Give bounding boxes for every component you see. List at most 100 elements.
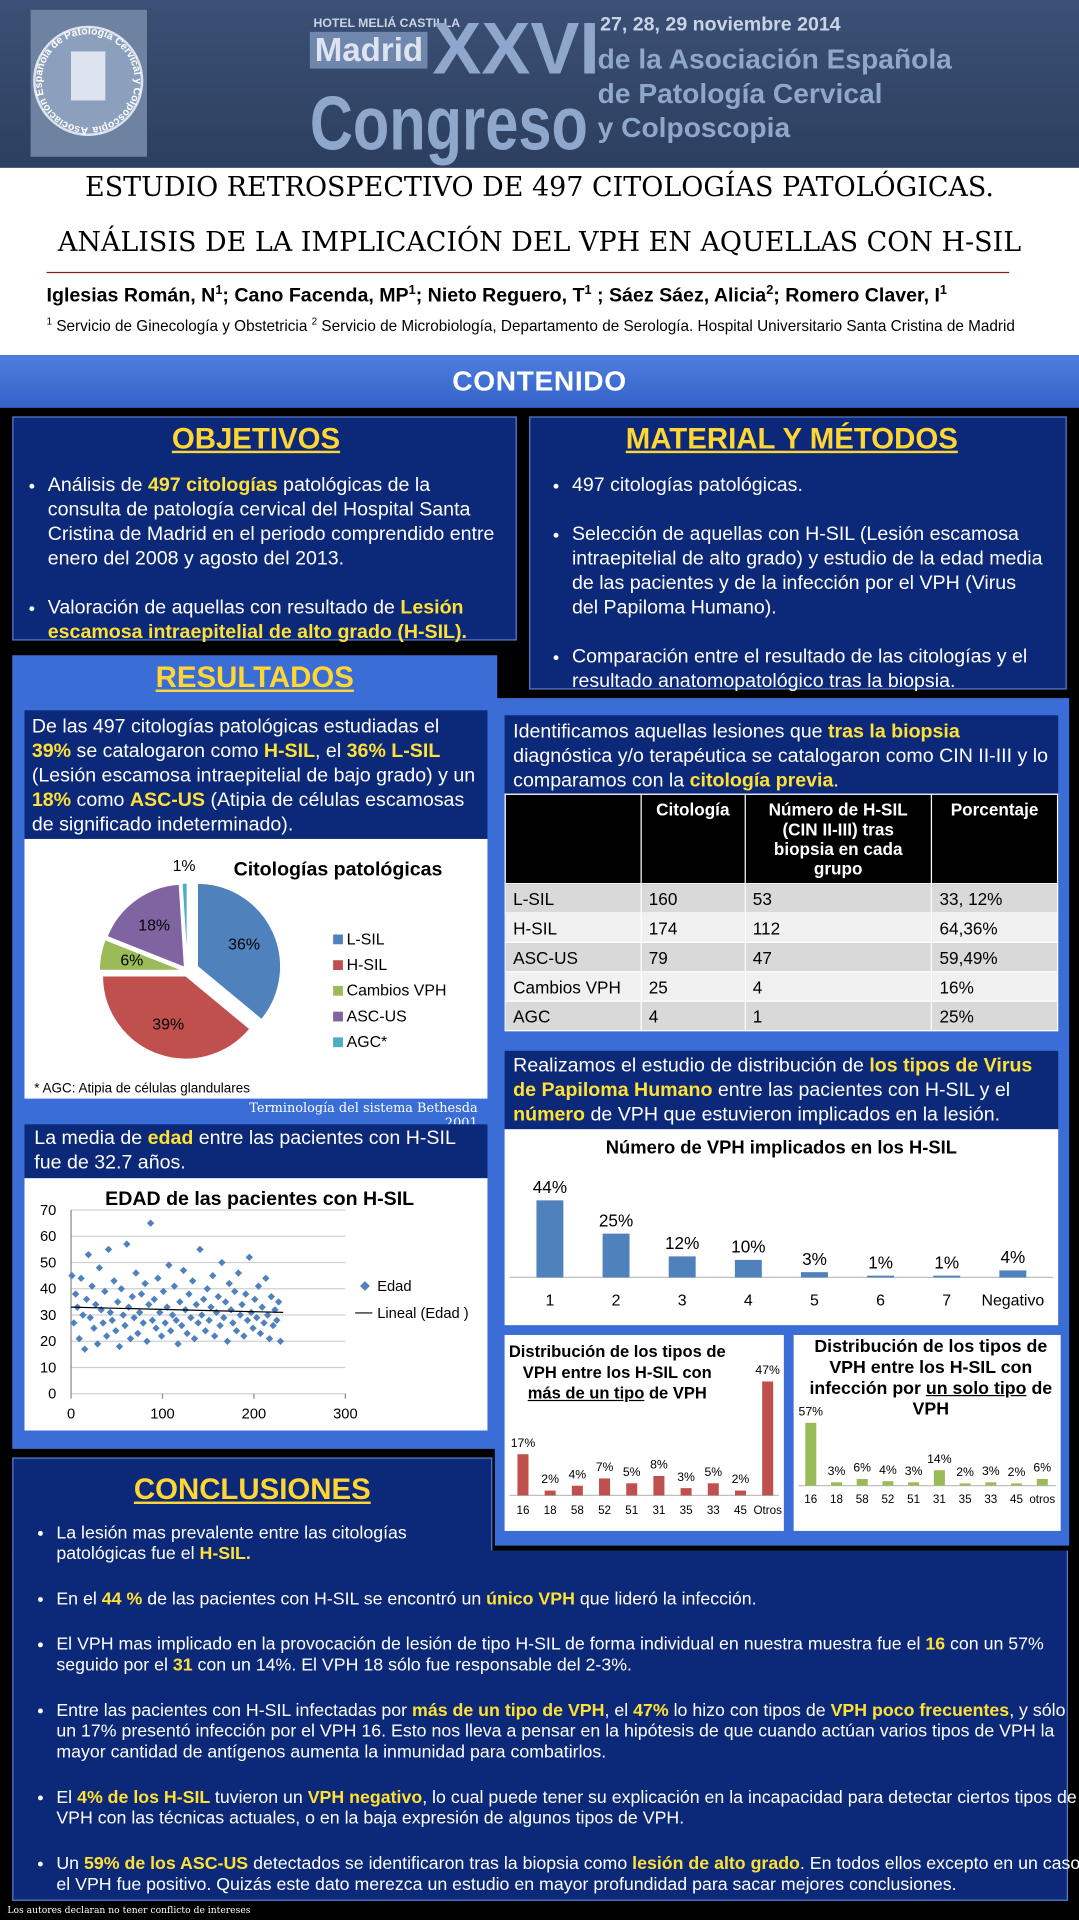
highlight: los tipos de Virus de Papiloma Humano bbox=[513, 1055, 1033, 1102]
text-run: como bbox=[71, 789, 130, 811]
legend-swatch bbox=[333, 985, 343, 996]
title-line: ESTUDIO RETROSPECTIVO DE 497 CITOLOGÍAS … bbox=[85, 172, 994, 204]
highlight: único VPH bbox=[486, 1589, 575, 1610]
conclusiones-heading: CONCLUSIONES bbox=[12, 1473, 492, 1507]
point bbox=[269, 1321, 277, 1330]
highlight: 44 % bbox=[101, 1589, 143, 1610]
x-tick-label: 200 bbox=[242, 1406, 267, 1422]
footer: Los autores declaran no tener conflicto … bbox=[7, 1904, 251, 1916]
header-graphic: Asociación Española de Patología Cervica… bbox=[30, 6, 952, 166]
x-tick-label: 52 bbox=[881, 1493, 894, 1506]
text-run: entre las pacientes con H-SIL y el bbox=[712, 1080, 1011, 1102]
x-tick-label: 100 bbox=[150, 1406, 175, 1422]
author-affiliation: 1 bbox=[584, 284, 592, 298]
point bbox=[223, 1337, 232, 1345]
city: Madrid bbox=[315, 32, 423, 69]
bar bbox=[999, 1270, 1027, 1278]
bar bbox=[882, 1481, 894, 1486]
table-cell: 4 bbox=[640, 1000, 746, 1032]
point bbox=[198, 1311, 206, 1319]
data-label: 1% bbox=[173, 858, 196, 875]
chart-svg: 17% 16 2% 18 4% 58 7% 52 5% 51 8% 31 3% 35 5% 33 2% 45 47%… bbox=[509, 1363, 782, 1517]
text-run: 1 bbox=[46, 315, 53, 328]
bar bbox=[908, 1482, 920, 1486]
text-run: , el bbox=[604, 1701, 634, 1721]
legend-swatch bbox=[333, 1037, 343, 1048]
table-cell: ASC-US bbox=[504, 941, 642, 973]
table-cell: H-SIL bbox=[504, 912, 642, 944]
point bbox=[81, 1345, 89, 1353]
objetivos: OBJETIVOS Análisis de 497 citologías pat… bbox=[12, 416, 517, 643]
divider bbox=[46, 271, 1010, 274]
text-run: lo hizo con tipos de bbox=[668, 1701, 831, 1721]
table-row: L-SIL 160 53 33, 12% bbox=[504, 883, 1059, 914]
table-row: H-SIL 174 112 64,36% bbox=[504, 912, 1059, 944]
point bbox=[86, 1313, 94, 1322]
x-tick-label: 58 bbox=[856, 1493, 869, 1506]
point bbox=[210, 1332, 219, 1340]
highlight: H-SIL bbox=[263, 740, 316, 762]
data-label: 14% bbox=[927, 1452, 952, 1466]
highlight: 4% de los H-SIL bbox=[77, 1788, 215, 1808]
point bbox=[199, 1295, 208, 1303]
point bbox=[134, 1329, 142, 1338]
metodos: MATERIAL Y MÉTODOS 497 citologías patoló… bbox=[529, 416, 1067, 692]
x-tick-label: Otros bbox=[753, 1504, 782, 1517]
point bbox=[231, 1287, 239, 1296]
bar bbox=[867, 1275, 895, 1278]
point bbox=[232, 1327, 241, 1335]
bar bbox=[800, 1272, 828, 1278]
point bbox=[252, 1313, 261, 1322]
trend-line bbox=[71, 1306, 284, 1314]
table-row: Cambios VPH 25 4 16% bbox=[504, 971, 1059, 1002]
point bbox=[161, 1319, 169, 1327]
highlight: 18% bbox=[31, 789, 72, 811]
data-label: 6% bbox=[853, 1461, 871, 1475]
data-label: 17% bbox=[511, 1436, 536, 1450]
pie-slice bbox=[98, 938, 183, 971]
data-label: 2% bbox=[956, 1465, 974, 1479]
pie-slice bbox=[196, 882, 282, 1021]
point bbox=[262, 1274, 270, 1282]
bar bbox=[830, 1482, 843, 1486]
x-tick-label: 35 bbox=[680, 1504, 693, 1517]
author-name: Sáez Sáez, Alicia bbox=[608, 285, 767, 307]
table-cell: 59,49% bbox=[930, 941, 1059, 973]
point bbox=[227, 1306, 235, 1314]
point bbox=[99, 1319, 107, 1327]
point bbox=[150, 1295, 158, 1303]
data-label: 4% bbox=[879, 1463, 897, 1477]
point bbox=[117, 1285, 126, 1293]
bullet-item: La lesión mas prevalente entre las citol… bbox=[56, 1524, 423, 1566]
x-tick-label: 16 bbox=[516, 1504, 529, 1517]
text-run: Servicio de Ginecología y Obstetricia bbox=[52, 317, 312, 335]
header: Asociación Española de Patología Cervica… bbox=[0, 0, 1079, 168]
x-tick-label: 2 bbox=[612, 1293, 621, 1310]
point bbox=[194, 1319, 202, 1327]
bar-chart: 17% 16 2% 18 4% 58 7% 52 5% 51 8% 31 3% 35 5% 33 2% 45 47%… bbox=[504, 1334, 784, 1531]
table-cell: 33, 12% bbox=[930, 883, 1059, 914]
chart-svg: EDAD de las pacientes con H-SIL 0 10 20 30 40… bbox=[40, 1188, 469, 1422]
highlight: tras la biopsia bbox=[827, 721, 960, 743]
y-tick-label: 10 bbox=[40, 1360, 56, 1376]
note: * AGC: Atipia de células glandulares bbox=[34, 1080, 250, 1095]
point bbox=[218, 1258, 226, 1267]
point bbox=[75, 1334, 83, 1343]
point bbox=[263, 1311, 272, 1319]
data-label: 7% bbox=[596, 1460, 614, 1474]
highlight: número bbox=[513, 1104, 586, 1126]
text-run: El bbox=[56, 1788, 78, 1808]
point bbox=[159, 1287, 168, 1296]
data-label: 25% bbox=[599, 1210, 633, 1230]
data-label: 3% bbox=[677, 1470, 695, 1484]
y-tick-label: 60 bbox=[40, 1229, 56, 1245]
text-run: . bbox=[833, 770, 839, 792]
bullet-item: Un 59% de los ASC-US detectados se ident… bbox=[56, 1854, 1079, 1896]
y-tick-label: 0 bbox=[48, 1387, 56, 1403]
x-tick-label: 31 bbox=[933, 1493, 946, 1506]
separator: ; bbox=[222, 285, 235, 307]
data-label: 2% bbox=[732, 1472, 750, 1486]
bar bbox=[734, 1490, 746, 1496]
scatter-chart: EDAD de las pacientes con H-SIL 0 10 20 30 40… bbox=[24, 1178, 488, 1431]
point bbox=[225, 1279, 233, 1288]
